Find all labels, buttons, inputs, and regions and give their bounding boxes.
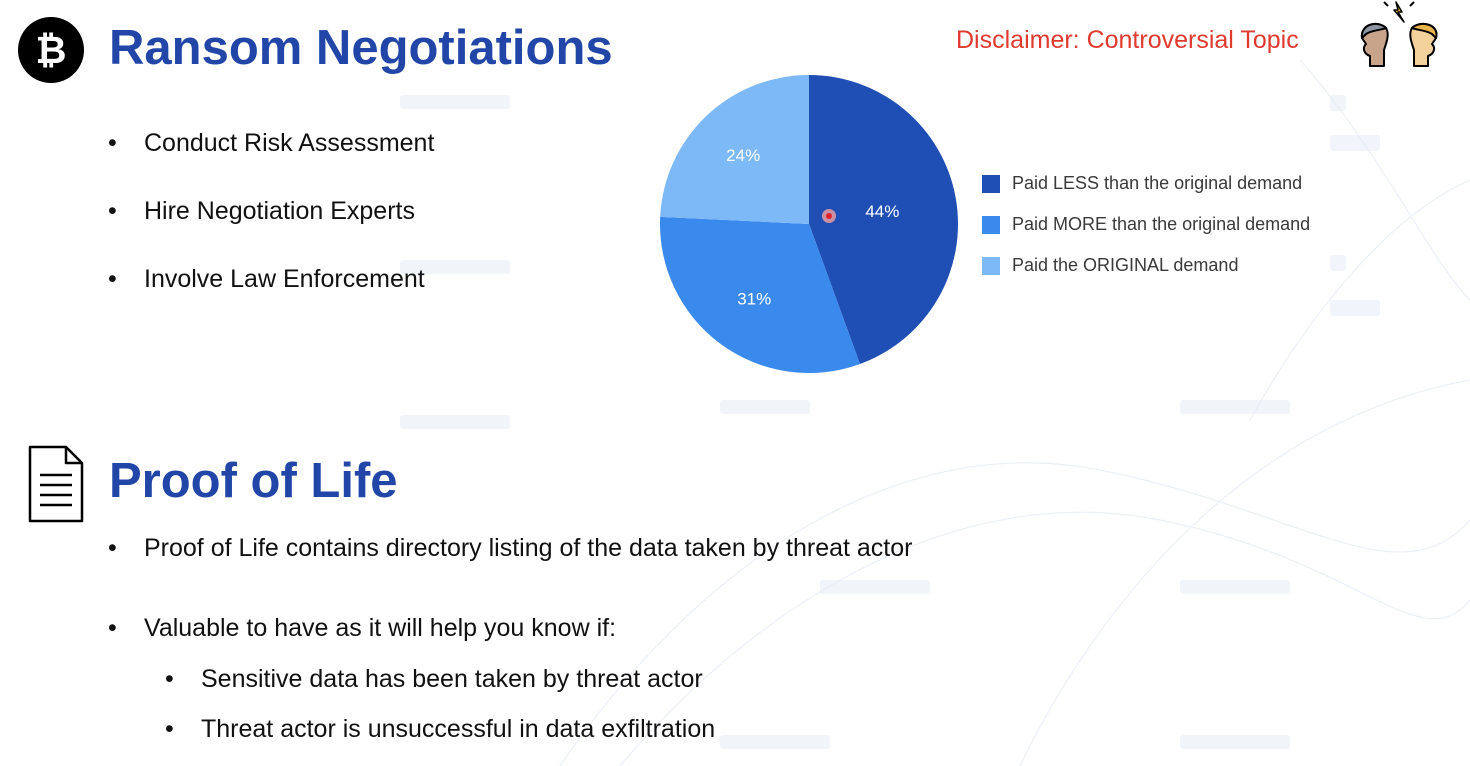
legend-label: Paid MORE than the original demand — [1012, 214, 1311, 234]
legend-swatch — [982, 216, 1000, 234]
bullet-text: Valuable to have as it will help you kno… — [144, 614, 617, 642]
pie-slice — [660, 75, 809, 224]
bullet-text: Sensitive data has been taken by threat … — [201, 665, 703, 693]
legend-swatch — [982, 257, 1000, 275]
bitcoin-symbol: ₿ — [36, 30, 67, 72]
pie-data-label: 31% — [737, 289, 771, 308]
bullet-text: Conduct Risk Assessment — [144, 129, 435, 157]
bitcoin-icon: ₿ — [17, 16, 85, 84]
section-title-ransom-negotiations: Ransom Negotiations — [109, 21, 613, 75]
bullet-item: • Hire Negotiation Experts — [108, 197, 415, 226]
sub-bullet-item: • Sensitive data has been taken by threa… — [165, 665, 703, 694]
bullet-text: Involve Law Enforcement — [144, 265, 425, 293]
bullet-dot: • — [108, 534, 117, 562]
legend-label: Paid LESS than the original demand — [1012, 173, 1303, 193]
pie-chart: 44% 31% 24% — [660, 75, 958, 373]
bullet-dot: • — [108, 129, 117, 157]
legend-swatch — [982, 175, 1000, 193]
pie-data-label: 44% — [865, 202, 899, 221]
legend-label: Paid the ORIGINAL demand — [1012, 255, 1239, 275]
sub-bullet-item: • Threat actor is unsuccessful in data e… — [165, 715, 716, 744]
pie-slice — [660, 216, 860, 373]
bullet-dot: • — [165, 715, 174, 743]
pie-slice — [809, 75, 958, 365]
bullet-item: • Conduct Risk Assessment — [108, 129, 435, 158]
bullet-item: • Proof of Life contains directory listi… — [108, 534, 913, 563]
bullet-item: • Valuable to have as it will help you k… — [108, 614, 617, 643]
pointer-dot — [822, 209, 836, 223]
bullet-dot: • — [108, 614, 117, 642]
bullet-item: • Involve Law Enforcement — [108, 265, 425, 294]
document-icon — [28, 445, 84, 523]
bullet-dot: • — [108, 265, 117, 293]
bullet-text: Hire Negotiation Experts — [144, 197, 415, 225]
disclaimer-text: Disclaimer: Controversial Topic — [956, 26, 1299, 54]
arguing-people-icon — [1356, 0, 1446, 72]
bullet-text: Proof of Life contains directory listing… — [144, 534, 913, 562]
pie-data-label: 24% — [726, 146, 760, 165]
bullet-text: Threat actor is unsuccessful in data exf… — [201, 715, 716, 743]
bullet-dot: • — [165, 665, 174, 693]
bullet-dot: • — [108, 197, 117, 225]
section-title-proof-of-life: Proof of Life — [109, 454, 398, 508]
